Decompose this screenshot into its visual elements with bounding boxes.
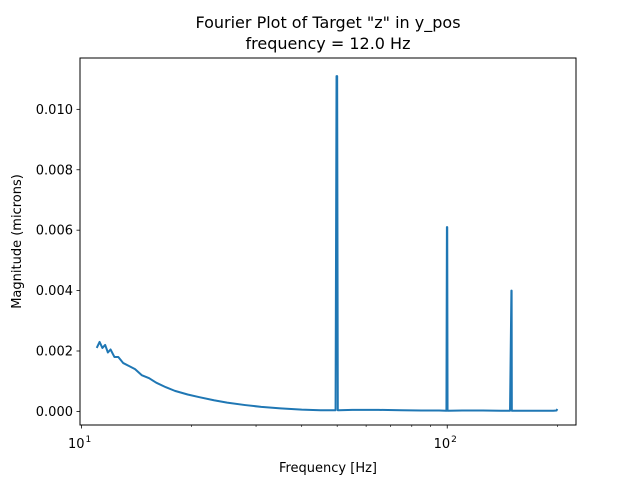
- y-tick-label: 0.000: [36, 405, 73, 420]
- x-axis-label: Frequency [Hz]: [279, 461, 377, 476]
- y-axis: 0.000 0.002 0.004 0.006 0.008 0.010: [36, 103, 80, 420]
- x-tick-label: 102: [434, 435, 457, 452]
- y-tick-label: 0.010: [36, 103, 73, 118]
- y-tick-label: 0.006: [36, 224, 73, 239]
- y-axis-label: Magnitude (microns): [10, 174, 25, 309]
- x-tick-label: 101: [68, 435, 91, 452]
- chart-title: Fourier Plot of Target "z" in y_pos: [195, 13, 460, 33]
- series-line-0: [95, 75, 559, 412]
- y-tick-label: 0.008: [36, 163, 73, 178]
- y-tick-label: 0.004: [36, 284, 73, 299]
- y-tick-label: 0.002: [36, 344, 73, 359]
- x-axis: 101 102: [68, 425, 558, 452]
- chart-subtitle: frequency = 12.0 Hz: [246, 34, 411, 53]
- plot-frame: [79, 57, 577, 426]
- plot-area: [95, 75, 559, 412]
